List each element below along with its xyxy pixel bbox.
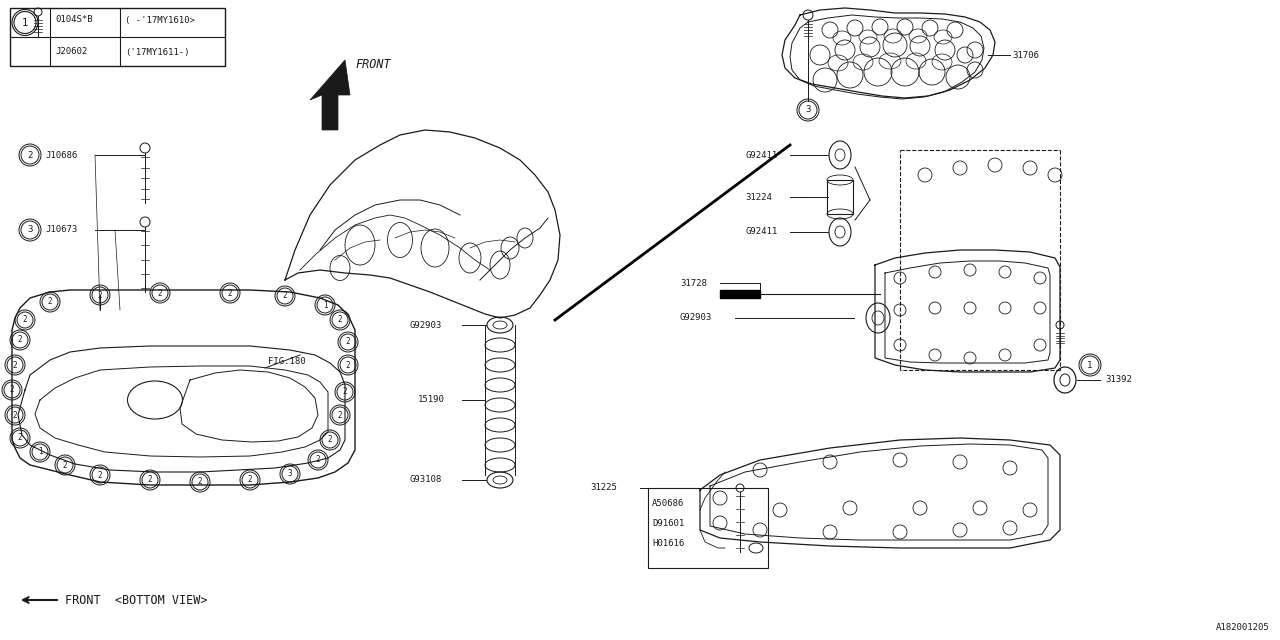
Text: J10686: J10686: [45, 150, 77, 159]
Text: 2: 2: [10, 385, 14, 394]
Text: 2: 2: [283, 291, 287, 301]
Text: 1: 1: [323, 301, 328, 310]
Text: 15190: 15190: [419, 396, 445, 404]
Text: 2: 2: [97, 470, 102, 479]
Bar: [648, 488, 768, 568]
Text: 2: 2: [328, 435, 333, 445]
Text: 2: 2: [346, 337, 351, 346]
Text: D91601: D91601: [652, 518, 685, 527]
Text: 2: 2: [63, 461, 68, 470]
Text: 2: 2: [23, 316, 27, 324]
Text: 0104S*B: 0104S*B: [55, 15, 92, 24]
Text: ('17MY1611-): ('17MY1611-): [125, 47, 189, 56]
Text: 2: 2: [338, 316, 342, 324]
Text: 2: 2: [228, 289, 232, 298]
Text: FRONT: FRONT: [355, 58, 390, 72]
Text: 31706: 31706: [1012, 51, 1039, 60]
Text: G93108: G93108: [410, 476, 443, 484]
Text: 2: 2: [27, 150, 33, 159]
Text: FIG.180: FIG.180: [268, 358, 306, 367]
Bar: [10, 8, 225, 66]
Text: A182001205: A182001205: [1216, 623, 1270, 632]
Text: G92903: G92903: [410, 321, 443, 330]
Text: 2: 2: [338, 410, 342, 419]
Bar: [827, 180, 852, 214]
Polygon shape: [310, 60, 349, 130]
Text: 3: 3: [27, 225, 33, 234]
Text: G92903: G92903: [680, 314, 712, 323]
Text: FRONT  <BOTTOM VIEW>: FRONT <BOTTOM VIEW>: [65, 593, 207, 607]
Text: ( -'17MY1610>: ( -'17MY1610>: [125, 15, 195, 24]
Text: 2: 2: [13, 360, 18, 369]
Text: 31728: 31728: [680, 278, 707, 287]
Text: 3: 3: [288, 470, 292, 479]
Text: G92411: G92411: [745, 227, 777, 237]
Text: J10673: J10673: [45, 225, 77, 234]
Text: 31225: 31225: [590, 483, 617, 493]
Text: A50686: A50686: [652, 499, 685, 508]
Text: 2: 2: [197, 477, 202, 486]
Text: 2: 2: [47, 298, 52, 307]
Text: 2: 2: [343, 387, 347, 397]
Text: 2: 2: [316, 456, 320, 465]
Text: H01616: H01616: [652, 538, 685, 547]
Text: 1: 1: [37, 447, 42, 456]
Text: 31224: 31224: [745, 193, 772, 202]
Text: 2: 2: [13, 410, 18, 419]
Text: 1: 1: [22, 17, 28, 28]
Text: 2: 2: [147, 476, 152, 484]
Polygon shape: [719, 290, 760, 298]
Text: 2: 2: [346, 360, 351, 369]
Text: 2: 2: [18, 433, 22, 442]
Text: 31392: 31392: [1105, 376, 1132, 385]
Text: 2: 2: [248, 476, 252, 484]
Text: 2: 2: [18, 335, 22, 344]
Text: J20602: J20602: [55, 47, 87, 56]
Text: 2: 2: [157, 289, 163, 298]
Text: 3: 3: [805, 106, 810, 115]
Text: 1: 1: [1087, 360, 1093, 369]
Text: 2: 2: [97, 291, 102, 300]
Text: G92411: G92411: [745, 150, 777, 159]
